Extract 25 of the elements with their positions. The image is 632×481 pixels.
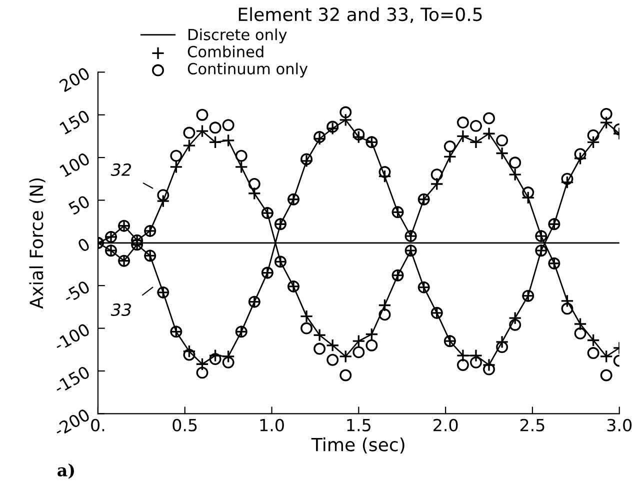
x-axis-title: Time (sec) <box>311 437 404 454</box>
legend-label: Discrete only <box>188 28 287 44</box>
x-tick-label: 2.0 <box>434 418 458 432</box>
x-tick-label: 3.0 <box>607 418 632 432</box>
x-tick-label: 1.5 <box>347 419 370 432</box>
chart-title: Element 32 and 33, To=0.5 <box>238 7 482 24</box>
legend-label: Combined <box>188 46 264 58</box>
y-tick-label: -200 <box>53 408 91 438</box>
annotation: 33 <box>110 303 131 316</box>
x-tick-label: 0.5 <box>172 418 197 432</box>
annotation: 32 <box>110 163 131 176</box>
y-tick-label: 50 <box>68 194 91 216</box>
y-tick-label: 100 <box>59 152 91 178</box>
x-tick-label: 1.0 <box>260 418 284 432</box>
x-tick-label: 2.5 <box>520 418 544 432</box>
y-tick-label: -100 <box>53 322 91 352</box>
y-tick-label: 0 <box>76 237 91 252</box>
y-axis-title: Axial Force (N) <box>29 178 46 309</box>
x-tick-label: 0. <box>91 418 104 432</box>
y-tick-label: 150 <box>59 109 91 135</box>
y-tick-label: -50 <box>62 280 91 304</box>
y-tick-label: 200 <box>58 66 91 92</box>
legend-label: Continuum only <box>188 62 308 78</box>
text: a) <box>58 464 74 479</box>
y-tick-label: -150 <box>53 365 91 394</box>
